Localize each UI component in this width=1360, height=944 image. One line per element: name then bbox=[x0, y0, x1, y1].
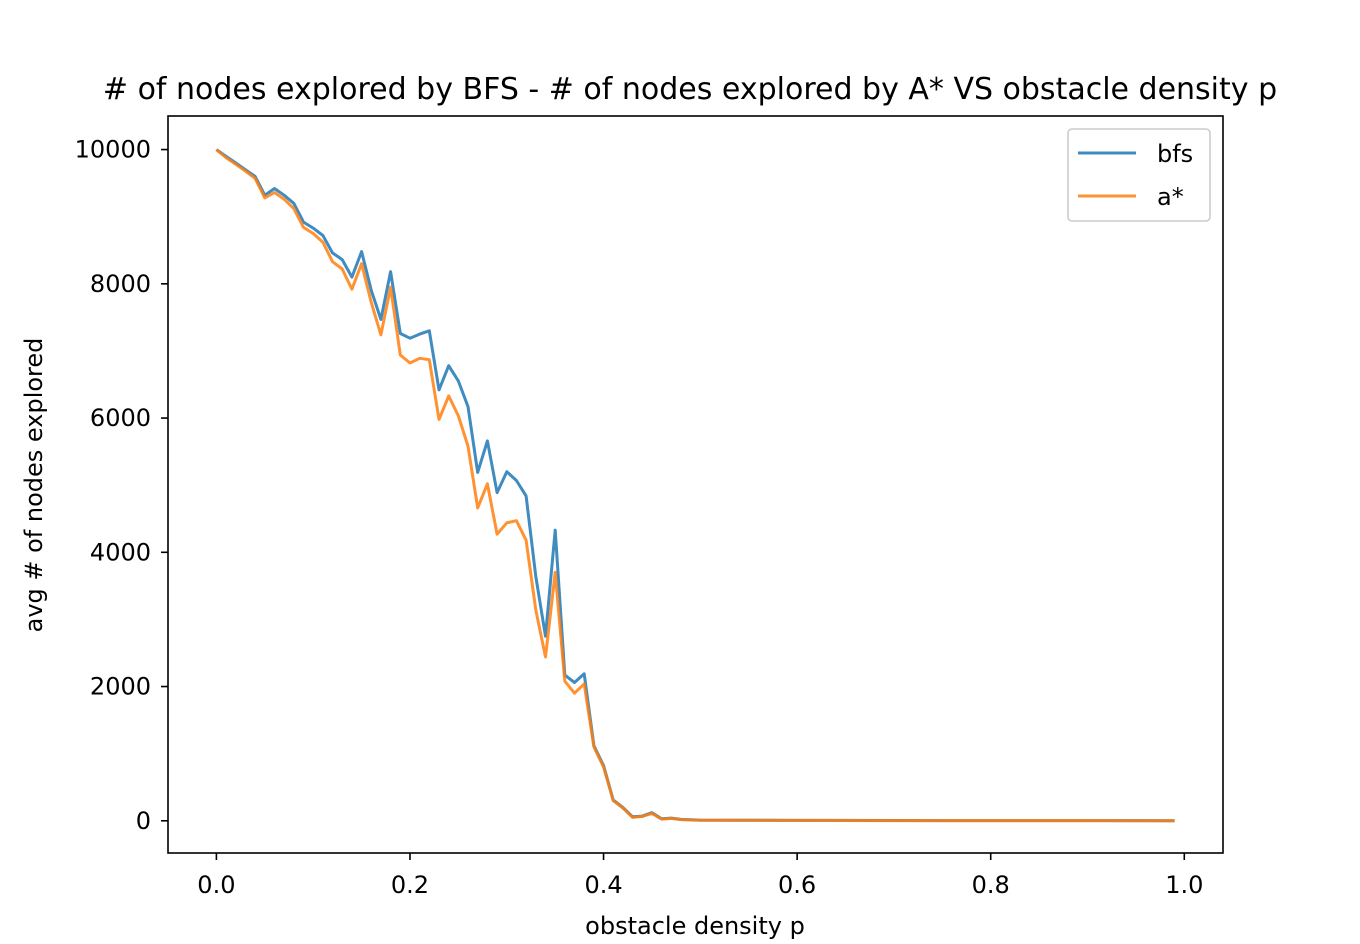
x-tick-label: 0.2 bbox=[391, 871, 429, 899]
y-tick-label: 2000 bbox=[90, 673, 151, 701]
legend-label: bfs bbox=[1157, 140, 1193, 168]
y-tick-label: 6000 bbox=[90, 404, 151, 432]
chart-title: # of nodes explored by BFS - # of nodes … bbox=[103, 72, 1277, 107]
y-tick-label: 10000 bbox=[75, 136, 151, 164]
series-line-astar bbox=[215, 148, 1175, 823]
legend-label: a* bbox=[1157, 183, 1184, 211]
y-axis: 0 2000 4000 6000 8000 10000 bbox=[75, 136, 168, 835]
x-tick-label: 1.0 bbox=[1165, 871, 1203, 899]
y-axis-label: avg # of nodes explored bbox=[20, 338, 48, 633]
x-axis-label: obstacle density p bbox=[585, 912, 805, 940]
x-tick-label: 0.4 bbox=[584, 871, 622, 899]
x-tick-label: 0.6 bbox=[778, 871, 816, 899]
y-tick-label: 0 bbox=[136, 807, 151, 835]
plot-frame bbox=[167, 115, 1224, 854]
y-tick-label: 8000 bbox=[90, 270, 151, 298]
x-tick-label: 0.8 bbox=[972, 871, 1010, 899]
x-axis: 0.0 0.2 0.4 0.6 0.8 1.0 bbox=[197, 853, 1203, 899]
plot-lines bbox=[215, 148, 1175, 823]
legend: bfs a* bbox=[1067, 128, 1211, 222]
y-tick-label: 4000 bbox=[90, 538, 151, 566]
x-tick-label: 0.0 bbox=[197, 871, 235, 899]
